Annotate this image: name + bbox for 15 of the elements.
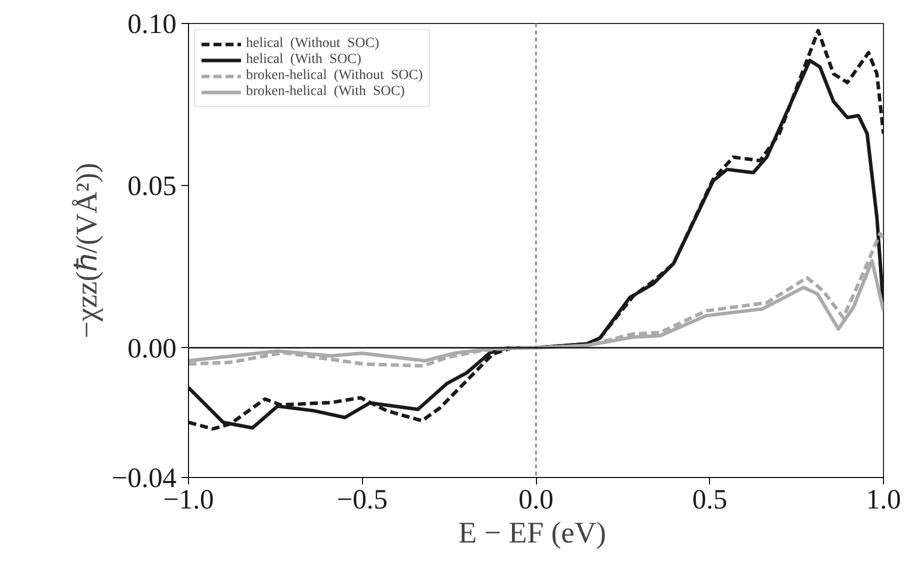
x-tick-label: 0.0 bbox=[518, 484, 554, 516]
legend-label: helical (With SOC) bbox=[246, 52, 362, 68]
y-tick-label: 0.10 bbox=[128, 9, 176, 40]
x-tick-label: 1.0 bbox=[866, 484, 901, 516]
y-tick-label: −0.04 bbox=[112, 463, 177, 494]
line-series bbox=[188, 232, 884, 368]
y-tick-label: 0.00 bbox=[128, 333, 176, 364]
legend-label: broken-helical (Without SOC) bbox=[246, 68, 423, 84]
legend-label: broken-helical (With SOC) bbox=[246, 84, 405, 100]
x-tick-label: 0.5 bbox=[692, 484, 728, 516]
y-axis-title: −χzz(ℏ/(VÅ²)) bbox=[70, 162, 104, 338]
x-tick-label: −0.5 bbox=[336, 484, 388, 516]
x-axis-title: E − EF (eV) bbox=[458, 516, 606, 550]
y-tick-label: 0.05 bbox=[128, 171, 176, 202]
legend-label: helical (Without SOC) bbox=[246, 36, 380, 52]
